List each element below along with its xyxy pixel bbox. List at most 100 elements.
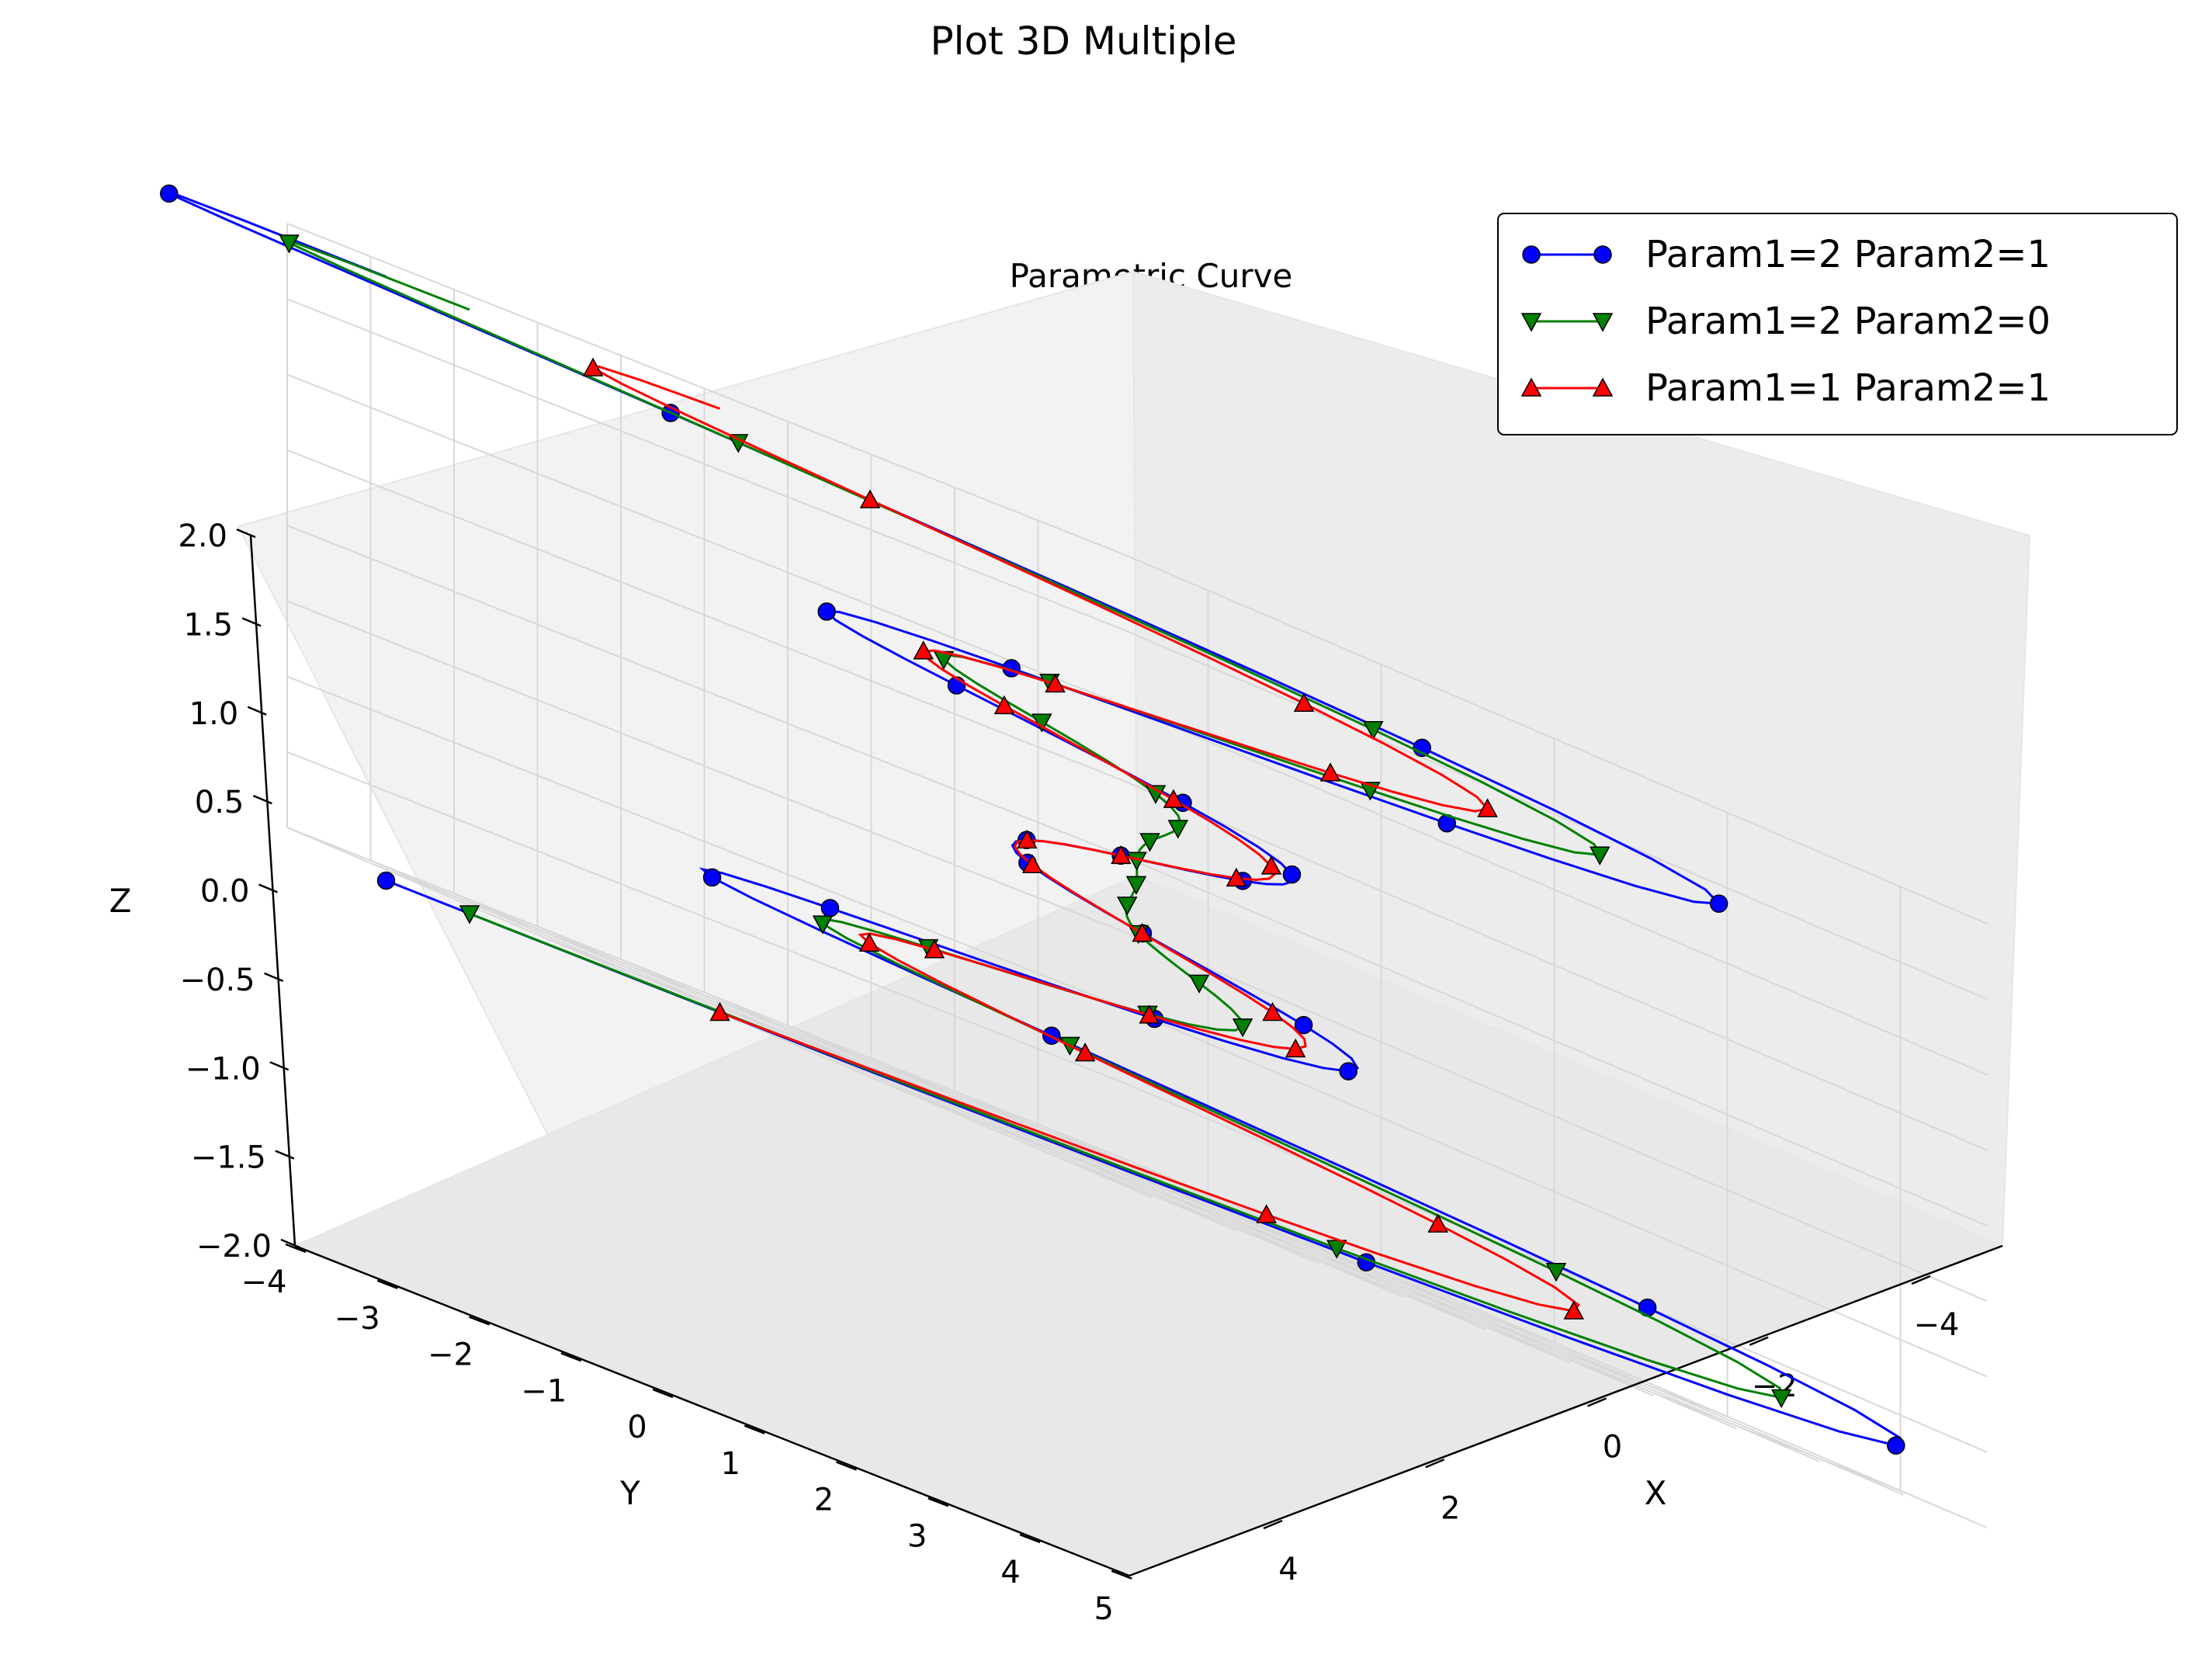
series-marker [1226,867,1247,887]
series-marker [820,899,840,917]
z-tick-label: 1.0 [189,696,239,732]
z-grid-line-right [1121,553,1988,924]
series-marker [1477,798,1498,817]
z-grid-line-left [286,449,1122,781]
tick-mark [269,1061,290,1071]
y-tick-label: 0 [627,1410,647,1445]
series-marker [993,695,1015,715]
z-tick-label: −0.5 [179,963,255,998]
tick-mark [376,1279,398,1289]
z-grid-line-left [286,600,1122,932]
series-group [160,184,1905,1455]
y-axis-label: Y [619,1474,640,1512]
series-marker [859,489,881,508]
series-marker [1563,1300,1585,1320]
series-marker [817,602,836,621]
axes-panes [237,270,2031,1577]
x-tick-label: 0 [1603,1430,1622,1466]
series-marker [709,1001,730,1022]
tick-mark [285,1243,307,1254]
z-grid-line-left [286,373,1122,706]
series-marker [1139,1004,1160,1024]
series-marker [1339,1062,1357,1081]
z-grid-line-left [286,751,1122,1083]
series-marker [1016,829,1038,849]
series-marker [1887,1436,1905,1455]
z-grid-line-left [286,675,1122,1008]
legend-entry: Param1=1 Param2=1 [1520,366,2051,410]
series-marker [1145,785,1167,804]
tick-mark [258,883,278,893]
tick-mark [1911,1275,1931,1285]
tick-mark [236,528,256,539]
series-marker [1021,854,1043,873]
y-grid-line-floor [704,991,1570,1364]
x-tick-label: −4 [1914,1307,1960,1343]
series-marker [1293,692,1315,712]
series-3 [582,357,1585,1320]
z-grid-line-left [286,223,1122,554]
legend-label: Param1=2 Param2=1 [1645,233,2051,276]
z-grid-line-left [286,525,1122,856]
y-grid-line-floor [787,1025,1654,1396]
y-tick-label: 1 [721,1446,740,1482]
tick-mark [1019,1533,1041,1544]
series-marker [1132,922,1153,942]
z-tick-label: −2.0 [196,1229,272,1264]
series-marker [1319,762,1341,782]
y-tick-label: −4 [241,1264,287,1300]
tick-mark [1111,1570,1132,1580]
series-marker [812,915,834,935]
tick-mark [275,1150,295,1160]
tick-mark [927,1497,949,1507]
tick-mark [652,1388,674,1399]
series-marker [858,932,880,952]
series-marker [1256,1204,1277,1223]
series-marker [1282,865,1302,884]
tick-mark [1749,1336,1769,1346]
x-axis-line [1129,1244,2003,1577]
tick-mark [1425,1459,1445,1469]
legend-box [1497,213,2178,435]
tick-mark [241,617,262,627]
z-grid-line-right [1121,628,1988,1001]
series-marker [1111,845,1132,865]
series-marker [924,939,945,959]
series-marker [702,868,722,887]
series-marker [582,357,604,376]
z-tick-label: −1.5 [191,1140,266,1176]
tick-mark [1587,1397,1607,1407]
tick-mark [744,1424,765,1434]
series-marker [459,905,480,924]
legend-marker [1520,377,1542,397]
z-grid-line-left [286,298,1122,630]
legend-marker [1592,313,1614,332]
z-grid-line-right [1121,930,1988,1303]
x-tick-label: 4 [1278,1552,1298,1587]
z-tick-label: 2.0 [178,519,227,554]
z-tick-label: 1.5 [184,607,234,643]
legend-marker [1520,313,1542,332]
y-axis-line [294,1244,1130,1577]
series-marker [1139,833,1160,852]
series-marker [1427,1213,1448,1233]
z-grid-line-right [1121,703,1988,1076]
series-marker [1294,1015,1313,1035]
legend-label: Param1=2 Param2=0 [1645,300,2051,343]
series-marker [727,434,749,453]
series-marker [1545,1263,1567,1282]
legend-marker [1592,377,1614,397]
series-marker [1167,820,1189,839]
series-marker [1709,894,1728,913]
z-grid-line-right [1121,855,1988,1226]
series-marker [1045,673,1066,693]
legend-entry: Param1=2 Param2=0 [1520,300,2051,343]
z-grid-line-left [286,827,1122,1158]
tick-mark [1263,1519,1283,1530]
legend: Param1=2 Param2=1 Param1=2 Param2=0 Param1… [1497,213,2178,435]
series-marker [1770,1389,1792,1409]
legend-label: Param1=1 Param2=1 [1645,366,2051,410]
series-marker [1262,1001,1283,1022]
y-tick-label: 2 [814,1483,834,1518]
